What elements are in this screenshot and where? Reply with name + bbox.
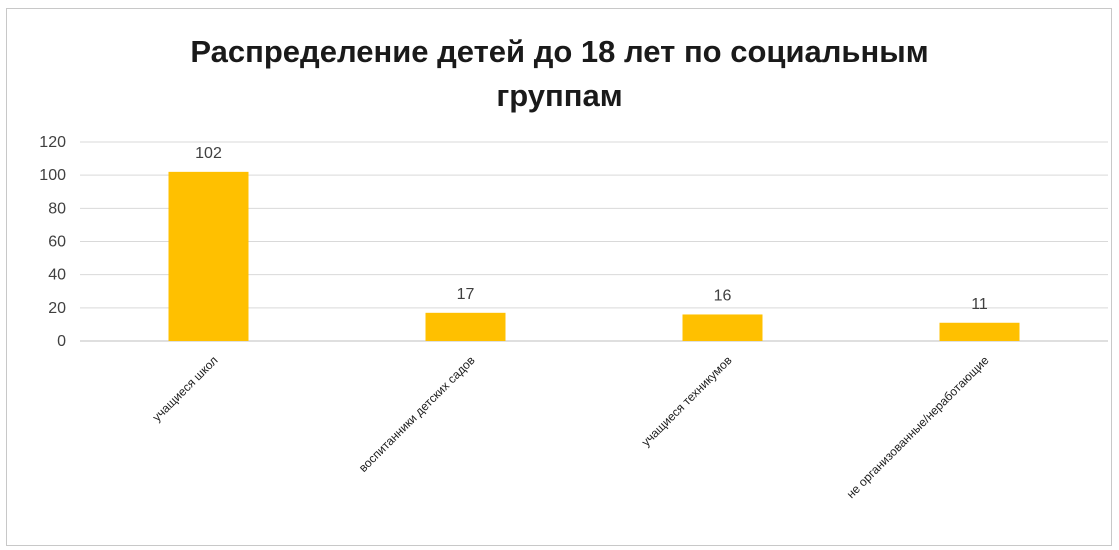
y-tick-label: 80 (48, 200, 66, 217)
data-label: 16 (714, 287, 732, 304)
category-label: учащиеся школ (150, 353, 221, 424)
bar (682, 314, 763, 341)
y-tick-label: 60 (48, 234, 66, 251)
category-label: воспитанники детских садов (356, 353, 478, 475)
bar (425, 312, 506, 341)
bar (168, 171, 249, 341)
category-label: учащиеся техникумов (639, 353, 735, 449)
data-label: 11 (971, 296, 988, 313)
bar (939, 322, 1020, 341)
y-tick-label: 40 (48, 267, 66, 284)
y-tick-label: 120 (39, 134, 66, 151)
y-tick-label: 20 (48, 300, 66, 317)
chart-title: Распределение детей до 18 лет по социаль… (0, 30, 1119, 118)
y-tick-label: 0 (57, 333, 66, 350)
y-tick-label: 100 (39, 167, 66, 184)
chart-title-line-2: группам (496, 78, 623, 113)
data-label: 102 (195, 145, 222, 162)
data-label: 17 (457, 286, 475, 303)
chart-title-line-1: Распределение детей до 18 лет по социаль… (190, 34, 929, 69)
category-label: не организованные/неработающие (844, 353, 992, 501)
